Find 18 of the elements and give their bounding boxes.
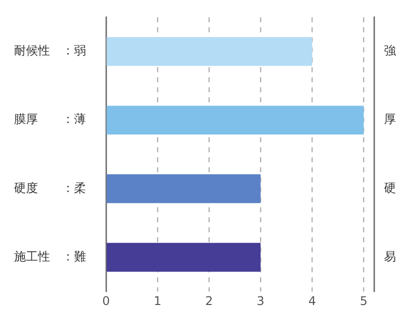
y-tick-label: 膜厚 ：薄 [14, 112, 86, 126]
x-tick-label: 4 [308, 294, 316, 308]
y2-tick-label: 強 [384, 44, 396, 58]
bar [106, 174, 261, 204]
y-tick-label: 硬度 ：柔 [14, 180, 86, 195]
x-tick-label: 2 [205, 294, 213, 308]
bar [106, 242, 261, 272]
y-tick-label: 施工性 ：難 [14, 249, 86, 264]
y2-tick-label: 易 [384, 249, 396, 264]
x-tick-label: 3 [256, 294, 264, 308]
y2-tick-label: 厚 [384, 112, 396, 126]
y-tick-label: 耐候性 ：弱 [14, 44, 86, 58]
x-tick-label: 5 [360, 294, 368, 308]
bar [106, 37, 312, 66]
x-tick-label: 0 [102, 294, 110, 308]
x-tick-label: 1 [154, 294, 162, 308]
bar [106, 106, 364, 135]
y2-tick-label: 硬 [384, 180, 396, 195]
